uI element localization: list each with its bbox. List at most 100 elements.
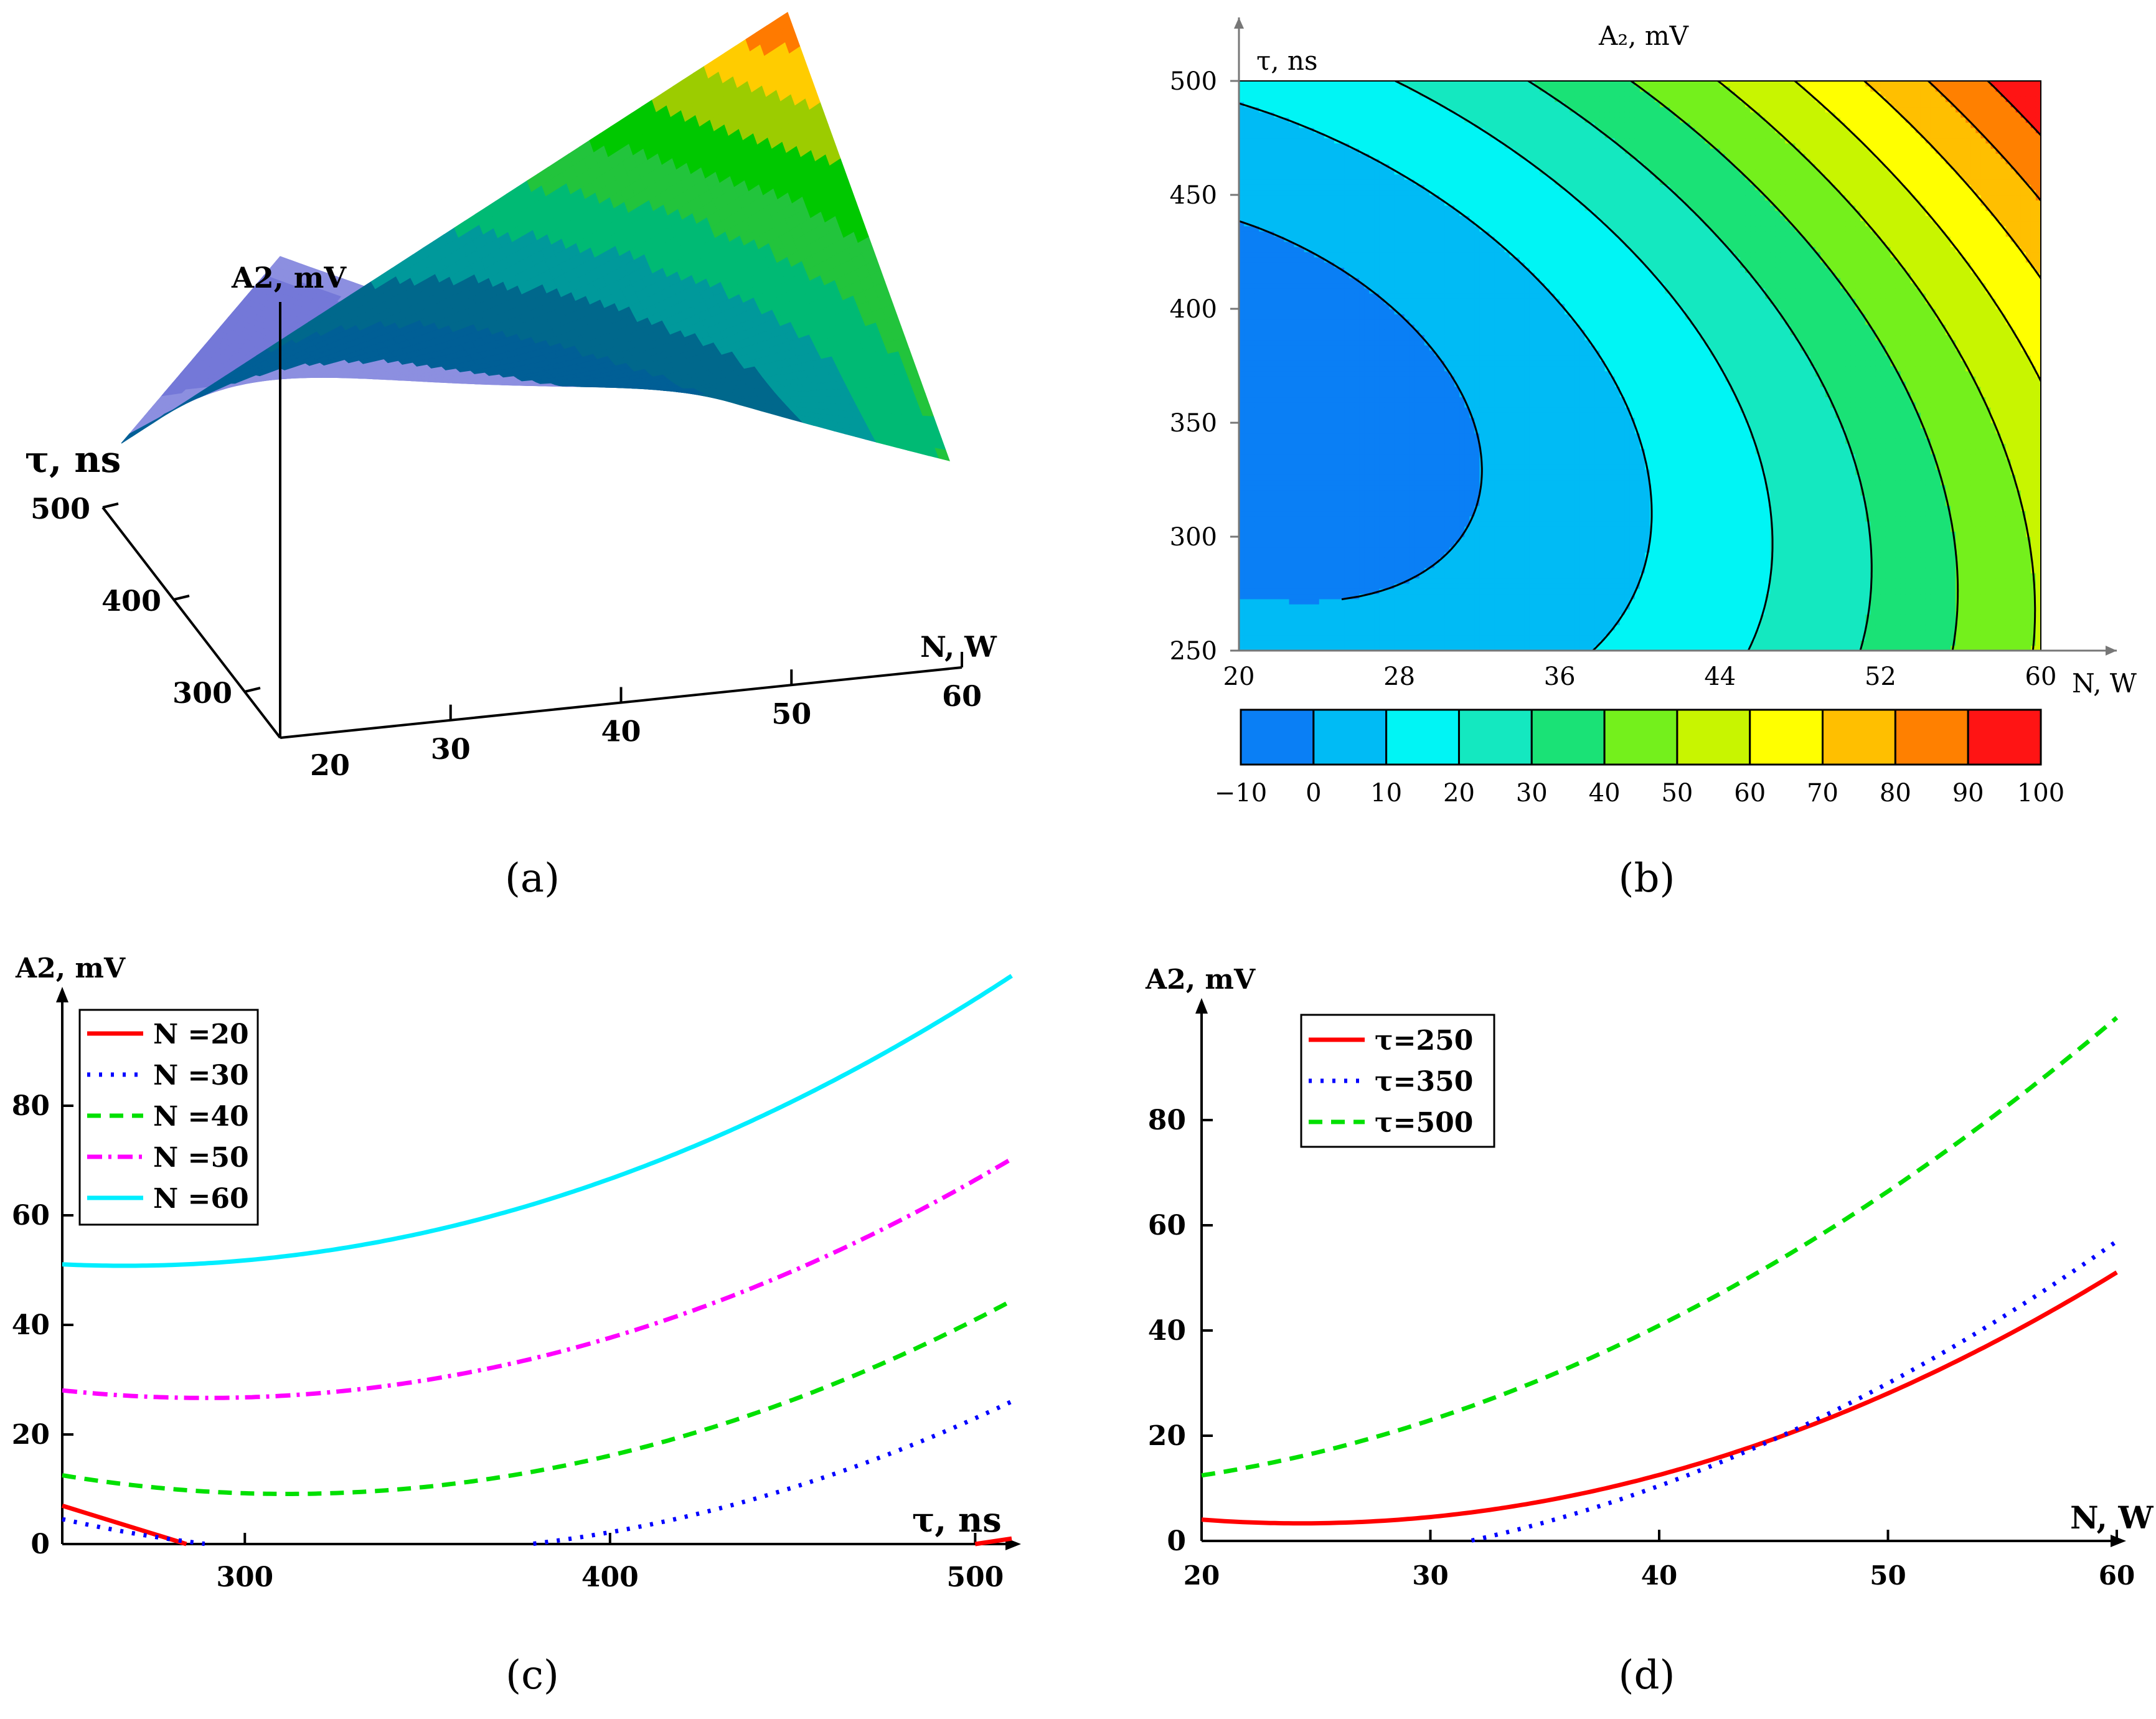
contour-cell — [1239, 262, 1245, 268]
contour-cell — [1289, 376, 1295, 382]
contour-cell — [1334, 448, 1340, 454]
contour-cell — [1274, 293, 1279, 299]
contour-cell — [1264, 355, 1269, 361]
contour-cell — [1329, 417, 1335, 423]
contour-cell — [1269, 593, 1274, 600]
contour-cell — [1269, 283, 1274, 289]
contour-cell — [1329, 117, 1335, 123]
contour-cell — [1339, 412, 1345, 418]
contour-cell — [1244, 122, 1250, 128]
contour-cell — [1274, 309, 1279, 314]
contour-cell — [1249, 195, 1255, 200]
contour-cell — [1329, 438, 1335, 444]
contour-cell — [1319, 329, 1325, 336]
contour-cell — [1309, 479, 1315, 486]
contour-cell — [1319, 252, 1325, 258]
contour-cell — [1259, 231, 1264, 237]
contour-cell — [1279, 490, 1285, 496]
contour-cell — [1294, 588, 1300, 595]
contour-cell — [1249, 236, 1255, 242]
contour-cell — [1334, 309, 1340, 314]
contour-cell — [1339, 438, 1345, 444]
contour-cell — [1244, 453, 1250, 459]
contour-cell — [1314, 381, 1320, 387]
contour-cell — [1309, 531, 1315, 537]
contour-cell — [1249, 133, 1255, 139]
contour-cell — [1294, 593, 1300, 600]
contour-cell — [1289, 231, 1295, 237]
contour-cell — [1244, 376, 1250, 382]
contour-cell — [1284, 278, 1290, 284]
contour-cell — [1259, 329, 1264, 336]
contour-cell — [1244, 319, 1250, 325]
contour-cell — [1284, 604, 1290, 610]
contour-cell — [1279, 158, 1285, 164]
contour-cell — [1259, 267, 1264, 273]
contour-cell — [1294, 423, 1300, 428]
contour-cell — [1244, 433, 1250, 439]
contour-cell — [1344, 138, 1350, 144]
contour-cell — [1264, 231, 1269, 237]
contour-cell — [1264, 484, 1269, 491]
contour-cell — [1319, 138, 1325, 144]
contour-cell — [1344, 412, 1350, 418]
contour-cell — [1334, 511, 1340, 517]
contour-cell — [1339, 169, 1345, 175]
contour-cell — [1314, 179, 1320, 185]
contour-cell — [1269, 247, 1274, 253]
contour-cell — [1329, 392, 1335, 398]
contour-cell — [1284, 210, 1290, 216]
contour-cell — [1334, 210, 1340, 216]
contour-cell — [1269, 324, 1274, 330]
contour-cell — [1294, 91, 1300, 97]
contour-cell — [1269, 225, 1274, 232]
contour-cell — [1239, 464, 1245, 470]
contour-cell — [1314, 111, 1320, 118]
contour-cell — [1269, 169, 1274, 175]
contour-cell — [1249, 101, 1255, 108]
contour-cell — [1269, 583, 1274, 589]
contour-cell — [1319, 402, 1325, 408]
contour-cell — [1269, 614, 1274, 620]
contour-cell — [1239, 453, 1245, 459]
contour-cell — [1334, 583, 1340, 589]
contour-cell — [1324, 91, 1330, 97]
contour-cell — [1244, 293, 1250, 299]
contour-cell — [1259, 516, 1264, 522]
contour-cell — [1299, 345, 1305, 351]
contour-cell — [1249, 598, 1255, 605]
contour-cell — [1254, 148, 1259, 154]
contour-cell — [1259, 423, 1264, 428]
contour-cell — [1314, 645, 1320, 651]
contour-cell — [1269, 495, 1274, 501]
contour-cell — [1339, 500, 1345, 506]
contour-cell — [1319, 433, 1325, 439]
contour-cell — [1274, 314, 1279, 320]
contour-cell — [1274, 438, 1279, 444]
contour-cell — [1274, 189, 1279, 195]
contour-cell — [1344, 283, 1350, 289]
contour-cell — [1294, 81, 1300, 87]
contour-cell — [1314, 484, 1320, 491]
contour-cell — [1274, 423, 1279, 428]
contour-cell — [1314, 272, 1320, 278]
contour-cell — [1319, 236, 1325, 242]
contour-cell — [1319, 588, 1325, 595]
contour-cell — [1314, 106, 1320, 113]
contour-cell — [1299, 484, 1305, 491]
contour-cell — [1239, 635, 1245, 641]
contour-cell — [1279, 111, 1285, 118]
contour-cell — [1324, 428, 1330, 434]
contour-cell — [1299, 195, 1305, 200]
contour-cell — [1314, 459, 1320, 465]
contour-cell — [1249, 397, 1255, 403]
contour-cell — [1259, 598, 1264, 605]
contour-cell — [1269, 345, 1274, 351]
contour-cell — [1309, 324, 1315, 330]
contour-cell — [1254, 464, 1259, 470]
contour-cell — [1274, 283, 1279, 289]
contour-cell — [1334, 86, 1340, 92]
contour-cell — [1274, 91, 1279, 97]
contour-cell — [1264, 360, 1269, 367]
contour-cell — [1264, 490, 1269, 496]
